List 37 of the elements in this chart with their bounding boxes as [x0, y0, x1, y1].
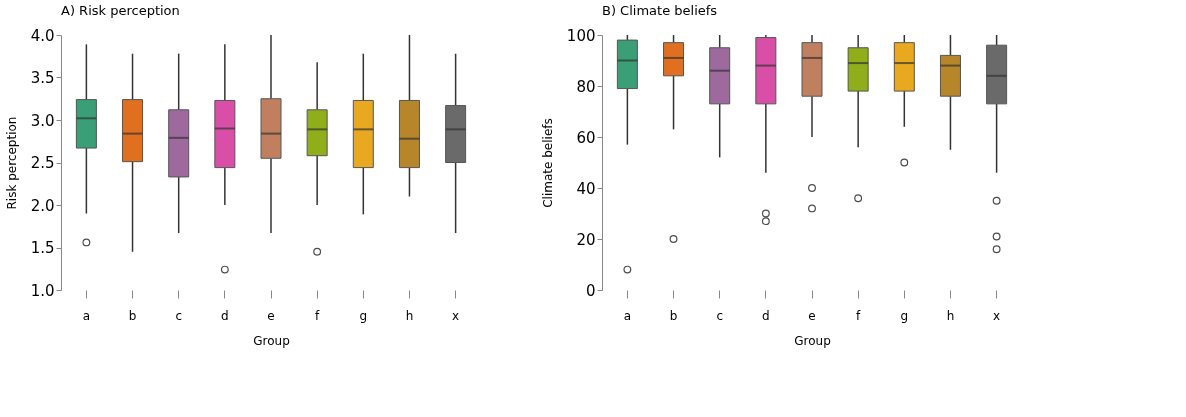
- x-tick-label: h: [405, 308, 414, 323]
- x-tick-label: a: [623, 308, 632, 323]
- x-axis-title: Group: [794, 333, 831, 348]
- y-tick-label: 4.0: [30, 26, 55, 45]
- x-tick-label: e: [808, 308, 816, 323]
- x-tick-label: x: [993, 308, 1001, 323]
- y-tick-label: 1.0: [30, 281, 55, 300]
- y-tick-label: 100: [566, 26, 596, 45]
- x-tick-label: f: [315, 308, 321, 323]
- y-tick-label: 40: [576, 179, 596, 198]
- x-tick-label: g: [900, 308, 909, 323]
- x-tick-label: c: [716, 308, 723, 323]
- y-tick-label: 3.0: [30, 111, 55, 130]
- x-axis-title: Group: [253, 333, 290, 348]
- x-tick-label: b: [669, 308, 678, 323]
- x-tick-label: f: [856, 308, 862, 323]
- y-tick-label: 1.5: [30, 239, 55, 257]
- x-tick-label: c: [175, 308, 182, 323]
- x-tick-label: d: [221, 308, 229, 323]
- x-tick-label: a: [82, 308, 91, 323]
- x-tick-label: b: [128, 308, 137, 323]
- x-tick-label: h: [946, 308, 955, 323]
- y-axis-title: Climate beliefs: [540, 118, 555, 208]
- y-tick-label: 2.0: [30, 196, 55, 215]
- y-tick-label: 0: [585, 281, 596, 300]
- chart-title: A) Risk perception: [61, 3, 180, 18]
- y-tick-label: 2.5: [30, 154, 55, 172]
- y-tick-label: 3.5: [30, 69, 55, 87]
- x-tick-label: d: [762, 308, 770, 323]
- x-tick-label: e: [267, 308, 275, 323]
- y-axis-title: Risk perception: [4, 116, 19, 210]
- y-tick-label: 80: [576, 77, 596, 96]
- y-tick-label: 60: [576, 128, 596, 147]
- x-tick-label: g: [359, 308, 368, 323]
- y-tick-label: 20: [576, 230, 596, 249]
- x-tick-label: x: [452, 308, 460, 323]
- chart-title: B) Climate beliefs: [602, 3, 718, 18]
